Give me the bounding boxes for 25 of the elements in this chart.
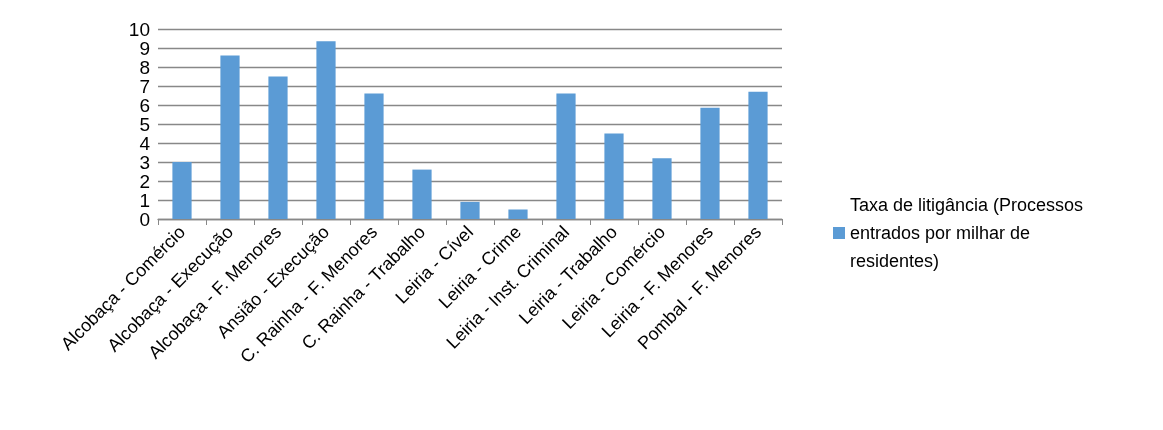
bar [604,133,624,219]
y-tick-label: 4 [139,132,151,154]
bar [700,107,720,219]
bar [508,209,528,219]
y-tick-label: 7 [139,75,150,97]
bar [220,55,240,219]
bar [316,41,336,219]
bar [460,201,480,219]
legend-label: Taxa de litigância (Processos entrados por milhar de residentes) [850,195,1089,271]
y-tick-label: 2 [139,170,150,192]
bar [652,158,672,219]
bar [268,76,288,219]
bar [172,162,192,219]
bar [412,169,432,219]
bar [364,93,384,219]
bar [556,93,576,219]
bar [748,91,768,219]
y-tick-label: 5 [139,113,150,135]
y-tick-label: 3 [139,151,150,173]
y-tick-label: 6 [139,94,150,116]
y-tick-label: 8 [139,56,150,78]
y-tick-label: 1 [139,189,150,211]
y-tick-label: 9 [139,37,150,59]
y-tick-label: 0 [139,208,150,230]
y-tick-label: 10 [128,18,150,40]
